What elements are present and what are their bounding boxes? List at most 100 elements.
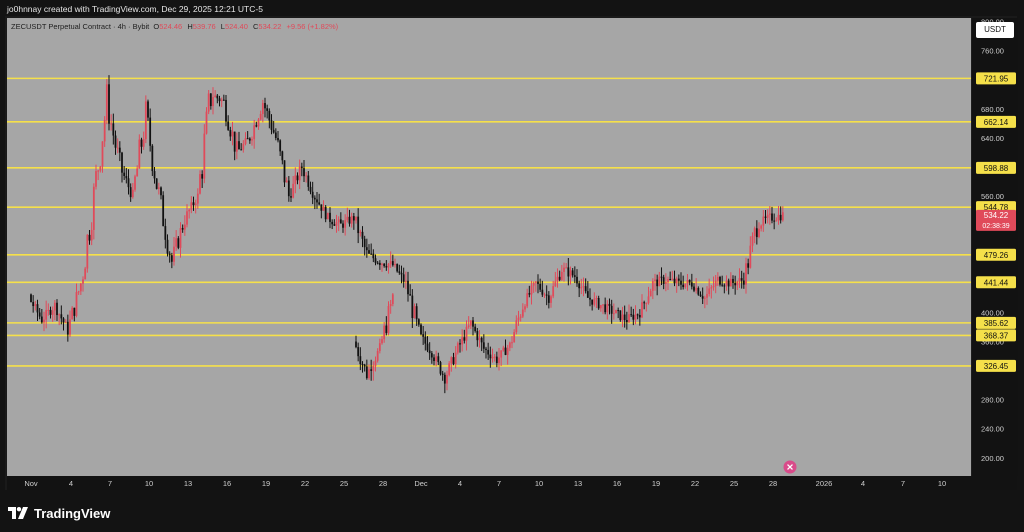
candle-body-170 [359, 231, 362, 234]
candle-body-153 [322, 206, 325, 211]
candle-body-217 [461, 337, 464, 345]
candle-body-12 [381, 339, 383, 344]
price-chart [7, 75, 971, 474]
time-tick-7: 22 [301, 479, 309, 488]
time-axis[interactable]: Nov 4 7 10 13 16 19 22 25 28 Dec 4 7 10 13 16 19 22 25 28 20… [7, 476, 971, 490]
candle-body-315 [673, 278, 676, 284]
candle-body-151 [318, 202, 321, 205]
candle-body-196 [415, 306, 418, 320]
currency-button[interactable]: USDT [976, 22, 1014, 38]
level-tag-text-7: 368.37 [984, 331, 1009, 340]
candle-body-341 [729, 278, 732, 287]
candle-body-60 [121, 152, 123, 173]
candle-body-62 [125, 176, 128, 179]
chart-plot-area[interactable]: ZECUSDT Perpetual Contract · 4h · Bybit … [7, 18, 971, 476]
candle-body-282 [602, 304, 604, 306]
candle-body-286 [610, 305, 613, 314]
candle-body-344 [736, 281, 739, 286]
candle-body-343 [734, 282, 737, 286]
candle-body-365 [781, 212, 784, 221]
candle-body-126 [264, 103, 266, 109]
price-tick-8: 240.00 [981, 425, 1004, 434]
candle-body-257 [547, 295, 550, 303]
candle-body-11 [378, 343, 381, 352]
candle-body-156 [329, 212, 331, 222]
candle-body-13 [383, 325, 386, 340]
price-tick-4: 560.00 [981, 192, 1004, 201]
candle-body-52 [103, 119, 106, 142]
time-tick-3: 10 [145, 479, 153, 488]
candle-body-212 [450, 357, 453, 364]
candle-body-152 [320, 204, 323, 211]
candle-body-243 [517, 317, 520, 321]
candle-body-336 [719, 277, 721, 285]
candle-body-115 [240, 149, 243, 151]
candle-body-125 [261, 103, 264, 114]
candle-body-110 [229, 129, 232, 137]
candle-body-190 [402, 274, 405, 282]
candle-body-113 [235, 141, 238, 152]
candle-body-28 [51, 310, 54, 315]
candle-body-306 [654, 279, 656, 282]
candle-body-76 [155, 178, 158, 189]
candle-body-242 [515, 320, 518, 333]
candle-body-277 [591, 299, 594, 305]
candle-body-50 [99, 166, 102, 171]
candle-body-273 [582, 286, 585, 288]
candle-body-42 [82, 279, 84, 284]
candle-body-230 [489, 354, 492, 359]
candle-body-269 [573, 275, 576, 277]
candle-body-182 [385, 266, 388, 268]
candle-body-238 [506, 347, 509, 355]
candle-body-109 [227, 121, 230, 130]
candle-body-220 [467, 325, 470, 327]
candle-body-26 [47, 309, 50, 311]
candle-body-310 [662, 277, 665, 284]
candle-body-5 [365, 366, 368, 379]
candle-body-241 [513, 332, 516, 343]
candle-body-289 [617, 310, 620, 312]
candle-body-288 [615, 310, 617, 314]
candle-body-285 [608, 303, 611, 306]
candle-body-70 [142, 139, 145, 147]
candle-body-236 [502, 347, 505, 351]
candle-body-93 [192, 202, 195, 206]
candle-body-360 [771, 213, 773, 221]
low-value: 524.40 [224, 22, 248, 31]
level-tag-text-8: 326.45 [984, 362, 1009, 371]
candle-body-330 [706, 293, 708, 298]
candle-body-346 [740, 278, 743, 281]
time-tick-5: 16 [223, 479, 231, 488]
candle-body-348 [745, 263, 747, 285]
candle-body-51 [101, 141, 104, 167]
time-tick-16: 19 [652, 479, 660, 488]
candle-body-247 [526, 293, 529, 307]
candle-body-20 [34, 304, 37, 307]
candle-body-206 [437, 356, 440, 363]
candle-body-357 [764, 216, 767, 218]
candle-body-258 [550, 296, 552, 303]
candle-body-164 [346, 216, 349, 221]
time-tick-8: 25 [340, 479, 348, 488]
candle-body-97 [201, 174, 204, 179]
candle-body-200 [424, 336, 427, 344]
candle-body-231 [491, 357, 494, 359]
candle-body-359 [768, 213, 771, 215]
candle-body-362 [775, 220, 778, 222]
candle-body-73 [149, 117, 152, 146]
candle-body-251 [534, 281, 537, 283]
candle-body-45 [88, 234, 91, 241]
price-axis[interactable]: 800.00760.00680.00640.00560.00400.00360.… [971, 18, 1018, 476]
level-tag-7 [976, 329, 1016, 342]
level-tag-text-5: 441.44 [984, 278, 1009, 287]
candle-body-155 [326, 212, 329, 220]
candle-body-188 [398, 271, 401, 273]
tradingview-logo[interactable]: TradingView [8, 502, 110, 524]
candle-body-16 [389, 304, 392, 307]
candle-body-10 [376, 351, 379, 361]
candle-body-203 [430, 353, 433, 358]
candle-body-116 [242, 143, 245, 150]
candle-body-141 [296, 175, 299, 181]
candle-body-129 [270, 120, 273, 130]
level-tag-0 [976, 72, 1016, 85]
